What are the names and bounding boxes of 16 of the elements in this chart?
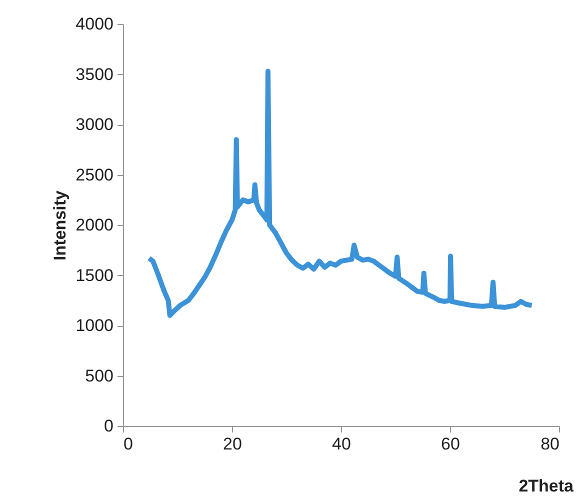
y-tick-label: 3500 [76, 64, 114, 84]
y-tick-label: 4000 [76, 14, 114, 34]
x-tick-label: 20 [223, 434, 242, 454]
y-tick-label: 1500 [76, 266, 114, 285]
x-axis-title: 2Theta [518, 476, 574, 496]
x-tick-label: 80 [540, 434, 560, 454]
x-tick-label: 60 [441, 434, 460, 454]
y-tick-label: 0 [104, 416, 114, 436]
x-tick-label: 0 [124, 434, 133, 454]
y-axis-title: Intensity [50, 190, 70, 260]
y-tick-label: 2500 [76, 165, 114, 184]
y-tick-label: 1000 [76, 316, 114, 335]
y-tick-label: 3000 [76, 115, 114, 134]
x-tick-label: 40 [332, 434, 351, 454]
y-tick-label: 2000 [76, 216, 114, 234]
y-tick-label: 500 [85, 366, 114, 386]
